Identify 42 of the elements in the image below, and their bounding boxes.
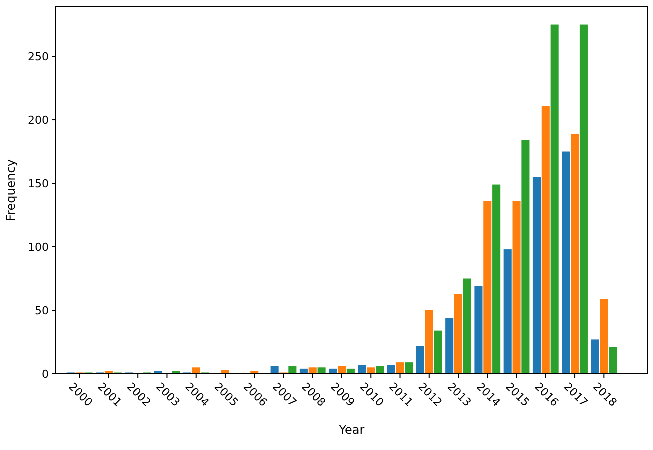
y-tick-label: 100 bbox=[28, 240, 49, 254]
bar bbox=[387, 365, 396, 374]
bar bbox=[492, 184, 501, 374]
y-tick-label: 200 bbox=[28, 114, 49, 127]
x-axis-title: Year bbox=[338, 423, 365, 437]
bar bbox=[446, 318, 454, 374]
bar bbox=[591, 340, 600, 374]
bar bbox=[454, 294, 463, 374]
bar bbox=[434, 330, 442, 374]
y-tick-label: 0 bbox=[42, 368, 49, 381]
bar bbox=[542, 106, 550, 374]
bar bbox=[192, 368, 200, 374]
bar bbox=[522, 140, 530, 374]
bar bbox=[562, 152, 570, 374]
y-tick-label: 250 bbox=[28, 50, 49, 64]
bar bbox=[532, 177, 541, 374]
bar bbox=[338, 366, 346, 374]
bar bbox=[358, 365, 366, 374]
bar bbox=[504, 250, 512, 374]
bar bbox=[609, 347, 618, 374]
bar bbox=[550, 24, 559, 374]
y-axis-title: Frequency bbox=[4, 160, 18, 222]
bar bbox=[288, 366, 297, 374]
bar bbox=[425, 310, 434, 374]
bar bbox=[318, 368, 326, 374]
bar bbox=[416, 346, 424, 374]
y-tick-label: 50 bbox=[35, 304, 49, 318]
bar bbox=[484, 201, 492, 374]
bar bbox=[221, 370, 230, 374]
bar bbox=[405, 362, 414, 374]
bar bbox=[270, 366, 279, 374]
bar bbox=[367, 368, 376, 374]
bar bbox=[512, 201, 521, 374]
bar bbox=[463, 278, 472, 374]
bar bbox=[308, 368, 317, 374]
bar bbox=[474, 286, 483, 374]
y-tick-label: 150 bbox=[28, 177, 49, 190]
bar bbox=[376, 366, 384, 374]
bar bbox=[600, 299, 608, 374]
bar bbox=[580, 24, 588, 374]
bar bbox=[396, 362, 404, 374]
bar bbox=[571, 134, 580, 374]
